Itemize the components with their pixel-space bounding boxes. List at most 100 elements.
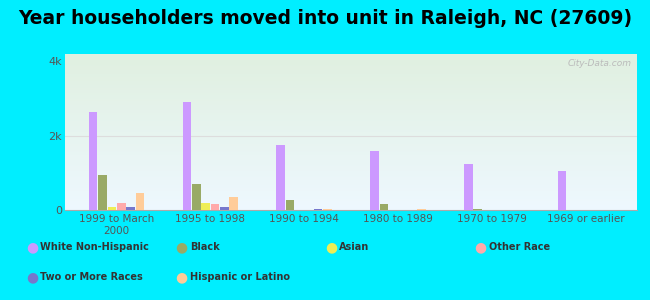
Bar [370, 151, 379, 210]
Bar [464, 164, 473, 210]
Bar [65, 140, 637, 141]
Bar [65, 205, 637, 207]
Bar [107, 207, 116, 210]
Text: ●: ● [176, 271, 188, 284]
Bar [65, 166, 637, 168]
Bar [65, 197, 637, 199]
Bar [65, 163, 637, 165]
Bar [65, 106, 637, 107]
Bar [65, 176, 637, 177]
Bar [65, 182, 637, 184]
Bar [65, 90, 637, 92]
Bar [65, 96, 637, 98]
Bar [65, 199, 637, 201]
Bar [89, 112, 98, 210]
Bar [65, 109, 637, 110]
Bar [558, 171, 566, 210]
Bar [380, 204, 388, 210]
Bar [65, 121, 637, 123]
Text: Black: Black [190, 242, 220, 253]
Bar [65, 70, 637, 71]
Bar [65, 191, 637, 193]
Bar [417, 209, 426, 210]
Text: Year householders moved into unit in Raleigh, NC (27609): Year householders moved into unit in Ral… [18, 9, 632, 28]
Bar [65, 165, 637, 166]
Bar [65, 148, 637, 149]
Bar [65, 59, 637, 60]
Bar [65, 179, 637, 180]
Bar [65, 101, 637, 102]
Bar [98, 175, 107, 210]
Bar [65, 79, 637, 80]
Bar [65, 65, 637, 67]
Bar [126, 207, 135, 210]
Bar [65, 146, 637, 148]
Bar [65, 132, 637, 134]
Bar [65, 68, 637, 70]
Bar [65, 112, 637, 113]
Bar [65, 57, 637, 59]
Bar [65, 168, 637, 170]
Bar [65, 85, 637, 87]
Bar [65, 185, 637, 187]
Bar [65, 174, 637, 176]
Bar [65, 62, 637, 63]
Bar [65, 155, 637, 157]
Text: Two or More Races: Two or More Races [40, 272, 143, 283]
Bar [65, 71, 637, 73]
Bar [65, 126, 637, 127]
Bar [323, 209, 332, 210]
Bar [65, 102, 637, 104]
Bar [65, 63, 637, 65]
Bar [65, 180, 637, 182]
Bar [65, 152, 637, 154]
Bar [192, 184, 201, 210]
Bar [65, 73, 637, 74]
Bar [65, 135, 637, 137]
Bar [286, 200, 294, 210]
Bar [65, 98, 637, 99]
Bar [65, 204, 637, 205]
Bar [65, 187, 637, 188]
Bar [65, 92, 637, 93]
Text: ●: ● [26, 241, 38, 254]
Bar [65, 74, 637, 76]
Bar [65, 157, 637, 158]
Bar [65, 138, 637, 140]
Bar [65, 87, 637, 88]
Bar [65, 123, 637, 124]
Bar [65, 158, 637, 160]
Bar [65, 141, 637, 143]
Bar [65, 207, 637, 208]
Bar [220, 207, 229, 210]
Bar [65, 110, 637, 112]
Text: ●: ● [26, 271, 38, 284]
Bar [65, 80, 637, 82]
Bar [65, 171, 637, 172]
Text: ●: ● [474, 241, 487, 254]
Bar [314, 209, 322, 210]
Bar [65, 188, 637, 190]
Bar [65, 184, 637, 185]
Bar [65, 56, 637, 57]
Bar [65, 160, 637, 162]
Bar [65, 151, 637, 152]
Bar [65, 107, 637, 109]
Bar [473, 209, 482, 210]
Bar [65, 82, 637, 84]
Text: Hispanic or Latino: Hispanic or Latino [190, 272, 290, 283]
Bar [65, 116, 637, 118]
Bar [65, 127, 637, 129]
Bar [65, 143, 637, 145]
Bar [65, 88, 637, 90]
Bar [65, 194, 637, 196]
Bar [65, 202, 637, 204]
Bar [202, 203, 210, 210]
Text: ●: ● [325, 241, 337, 254]
Text: Other Race: Other Race [489, 242, 550, 253]
Bar [65, 124, 637, 126]
Bar [65, 162, 637, 163]
Bar [65, 172, 637, 174]
Bar [65, 154, 637, 155]
Bar [65, 94, 637, 96]
